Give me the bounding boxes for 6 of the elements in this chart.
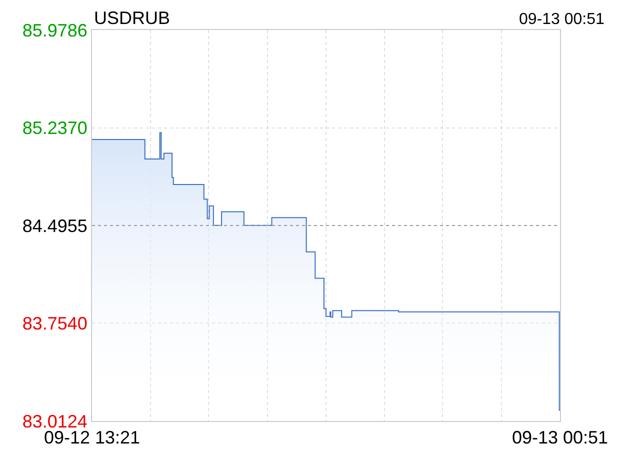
text: 09-13 00:51 bbox=[519, 11, 605, 28]
y-tick-label: 85.2370 bbox=[22, 118, 88, 138]
chart-title: USDRUB bbox=[94, 8, 170, 28]
y-tick-label: 85.9786 bbox=[22, 20, 88, 40]
y-tick-label: 84.4955 bbox=[22, 216, 88, 236]
y-tick-label: 83.7540 bbox=[22, 314, 88, 334]
